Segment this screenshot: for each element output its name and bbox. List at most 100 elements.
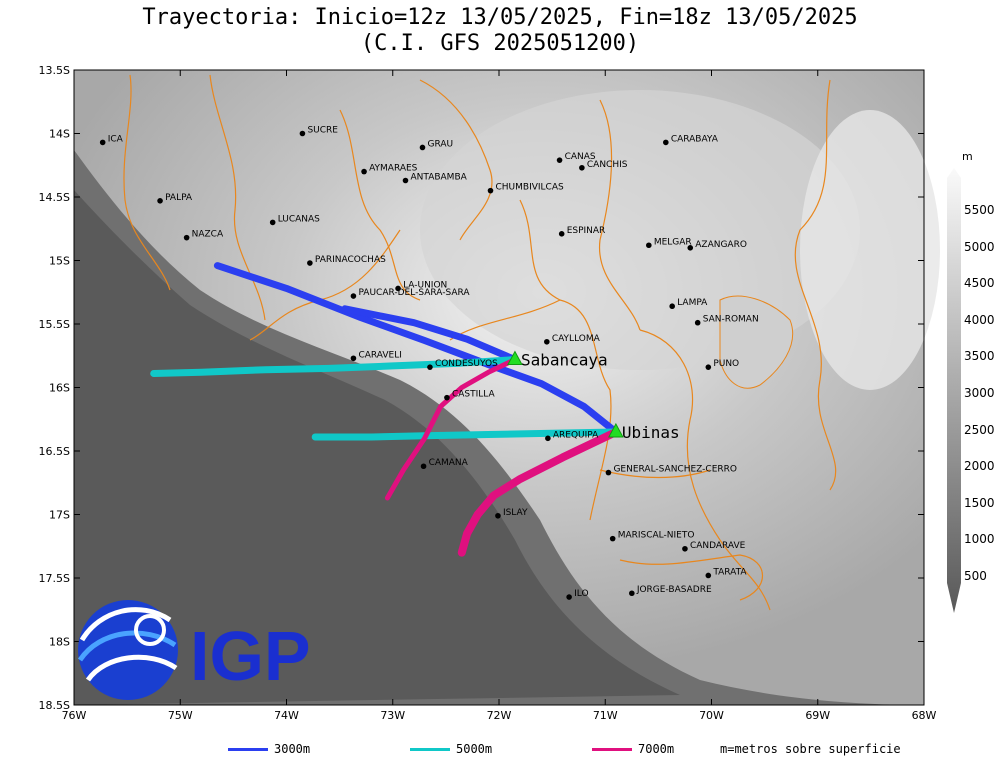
place-label: ESPINAR [567, 226, 606, 236]
place-dot [605, 469, 612, 476]
lat-tick-label: 13.5S [39, 64, 70, 77]
place-label: PAUCAR-DEL-SARA-SARA [358, 288, 470, 298]
trajectory-5000m [150, 356, 519, 377]
lon-tick-label: 68W [912, 709, 937, 722]
place-dot [269, 219, 276, 226]
place-dot [545, 435, 551, 442]
place-label: ISLAY [503, 508, 528, 518]
legend-label-7000: 7000m [638, 742, 675, 756]
place-dot [566, 594, 572, 600]
lat-tick-label: 16.5S [39, 445, 70, 458]
colorbar-label: 5000 [964, 239, 995, 254]
colorbar-label: 500 [964, 569, 987, 583]
legend-5000: 5000m [410, 742, 492, 756]
place-label: CANCHIS [587, 160, 628, 170]
lat-tick-label: 15.5S [39, 318, 70, 331]
altiplano [420, 90, 860, 370]
trajectory-7000m [457, 428, 620, 557]
legend-7000: 7000m [592, 742, 674, 756]
place-label: MARISCAL-NIETO [618, 531, 695, 541]
logo-text: IGP [190, 617, 311, 695]
legend-swatch-5000 [410, 748, 450, 751]
lon-tick-label: 74W [274, 709, 299, 722]
place-label: CARAVELI [358, 350, 401, 360]
lon-tick-label: 71W [593, 709, 618, 722]
igp-logo: IGP [77, 600, 311, 700]
place-dot [444, 394, 450, 401]
title-line-2: (C.I. GFS 2025051200) [360, 31, 640, 56]
highlands-east [800, 110, 940, 390]
place-label: MELGAR [654, 237, 692, 247]
legend-label-5000: 5000m [456, 742, 493, 756]
trajectory-7000m [384, 357, 518, 501]
trajectory-3000m [341, 305, 519, 364]
place-dot [361, 168, 367, 175]
lon-tick-label: 69W [805, 709, 830, 722]
place-label: PUNO [713, 359, 739, 369]
lon-tick-label: 76W [62, 709, 87, 722]
place-dot [420, 463, 427, 470]
trajectory-5000m [311, 428, 620, 441]
place-dot [307, 260, 313, 266]
volcano-label: Ubinas [622, 423, 680, 442]
place-label: AZANGARO [695, 240, 747, 250]
place-label: LA-UNION [403, 280, 447, 290]
colorbar-label: 5500 [964, 203, 995, 217]
place-dot [495, 512, 501, 519]
place-label: JORGE-BASADRE [636, 585, 712, 595]
place-dot [663, 139, 669, 146]
legend-swatch-7000 [592, 748, 632, 751]
place-label: LUCANAS [278, 214, 320, 224]
place-label: GENERAL-SANCHEZ-CERRO [613, 465, 737, 475]
globe-icon [78, 600, 178, 700]
colorbar [947, 168, 961, 613]
lat-tick-label: 15S [49, 255, 70, 268]
axes: 13.5S 14S 14.5S 15S 15.5S 16S 16.5S 17S 17.5S 18S… [39, 64, 937, 722]
place-label: CONDESUYOS [435, 359, 498, 369]
lon-tick-label: 73W [380, 709, 405, 722]
place-dot [687, 245, 694, 251]
legend-note: m=metros sobre superficie [720, 742, 901, 756]
place-label: CANAS [565, 152, 596, 162]
volcano-icon [608, 422, 624, 438]
map-frame [73, 69, 925, 706]
colorbar-label: 3500 [964, 349, 995, 364]
place-label: SAN-ROMAN [703, 315, 759, 325]
place-label: CHUMBIVILCAS [496, 183, 564, 193]
place-dot [705, 572, 712, 579]
place-dot [419, 144, 426, 151]
place-dot [350, 355, 357, 362]
place-dot [646, 242, 652, 249]
lat-tick-label: 17S [49, 509, 70, 522]
trajectories [150, 262, 620, 557]
lat-tick-label: 17.5S [39, 572, 70, 585]
place-label: PARINACOCHAS [315, 255, 386, 265]
place-label: LAMPA [677, 298, 708, 308]
place-dot [183, 234, 190, 241]
legend-3000: 3000m [228, 742, 310, 756]
place-label: ILO [574, 589, 588, 599]
place-label: SUCRE [307, 126, 338, 136]
place-label: AYMARAES [369, 164, 418, 174]
place-dot [669, 303, 675, 310]
place-label: PALPA [165, 193, 193, 203]
place-dot [579, 164, 585, 171]
lat-tick-label: 16S [49, 382, 70, 395]
colorbar-label: 4000 [964, 312, 995, 327]
volcano-label: Sabancaya [521, 351, 608, 370]
place-dot [427, 364, 433, 370]
place-dot [629, 590, 635, 597]
place-dot [350, 293, 357, 299]
place-dot [395, 285, 401, 292]
place-label: CASTILLA [452, 390, 496, 400]
lat-tick-label: 18S [49, 636, 70, 649]
place-label: NAZCA [192, 230, 224, 240]
colorbar-label: 1500 [964, 495, 995, 510]
units-label: m [962, 150, 973, 163]
place-dot [705, 364, 712, 370]
trajectory-3000m [213, 262, 620, 436]
place-dot [682, 545, 688, 552]
place-label: CAMANA [429, 458, 469, 468]
